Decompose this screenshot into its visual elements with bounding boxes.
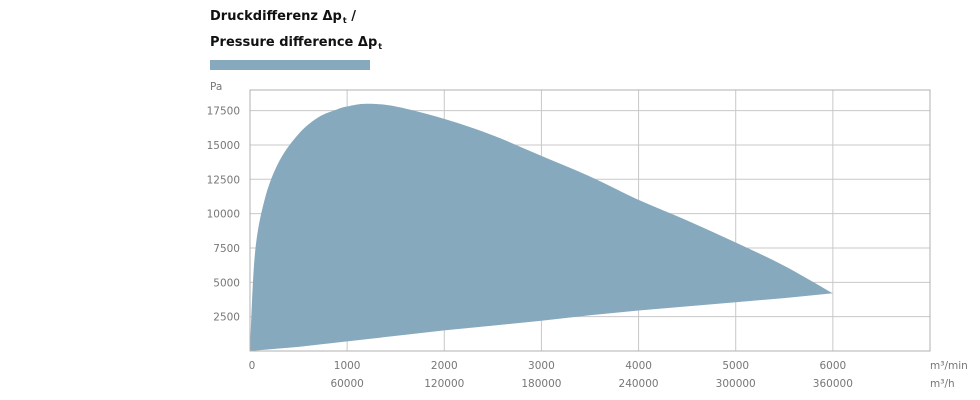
x2-tick-label: 360000	[813, 378, 853, 390]
chart-title: Druckdifferenz Δpt / Pressure difference…	[210, 6, 382, 58]
x-tick-label: 3000	[528, 360, 555, 372]
x-tick-label: 2000	[431, 360, 458, 372]
x-tick-label: 0	[249, 360, 256, 372]
x2-tick-label: 60000	[330, 378, 363, 390]
y-tick-label: 10000	[207, 209, 240, 221]
y-tick-label: 17500	[207, 106, 240, 118]
y-axis-unit: Pa	[210, 81, 222, 93]
x2-tick-label: 240000	[619, 378, 659, 390]
x-axis-unit-secondary: m³/h	[930, 378, 955, 390]
pressure-area	[250, 103, 833, 351]
x2-tick-label: 180000	[521, 378, 561, 390]
x-tick-label: 5000	[722, 360, 749, 372]
y-tick-label: 15000	[207, 140, 240, 152]
x2-tick-label: 300000	[716, 378, 756, 390]
chart-title-line-2: Pressure difference Δpt	[210, 35, 383, 51]
y-tick-label: 2500	[213, 312, 240, 324]
axis-labels: 2500 5000 7500 10000 12500 15000 17500 Pa 0 1000 6…	[207, 81, 968, 390]
plot-frame	[249, 89, 931, 352]
x-tick-label: 6000	[819, 360, 846, 372]
y-tick-label: 12500	[207, 174, 240, 186]
chart-title-line-1: Druckdifferenz Δpt /	[210, 9, 356, 25]
x-axis-unit-primary: m³/min	[930, 360, 968, 372]
x-tick-label: 1000	[334, 360, 361, 372]
legend-swatch	[210, 60, 370, 70]
x-tick-label: 4000	[625, 360, 652, 372]
y-tick-label: 5000	[213, 277, 240, 289]
y-tick-label: 7500	[213, 243, 240, 255]
x2-tick-label: 120000	[424, 378, 464, 390]
